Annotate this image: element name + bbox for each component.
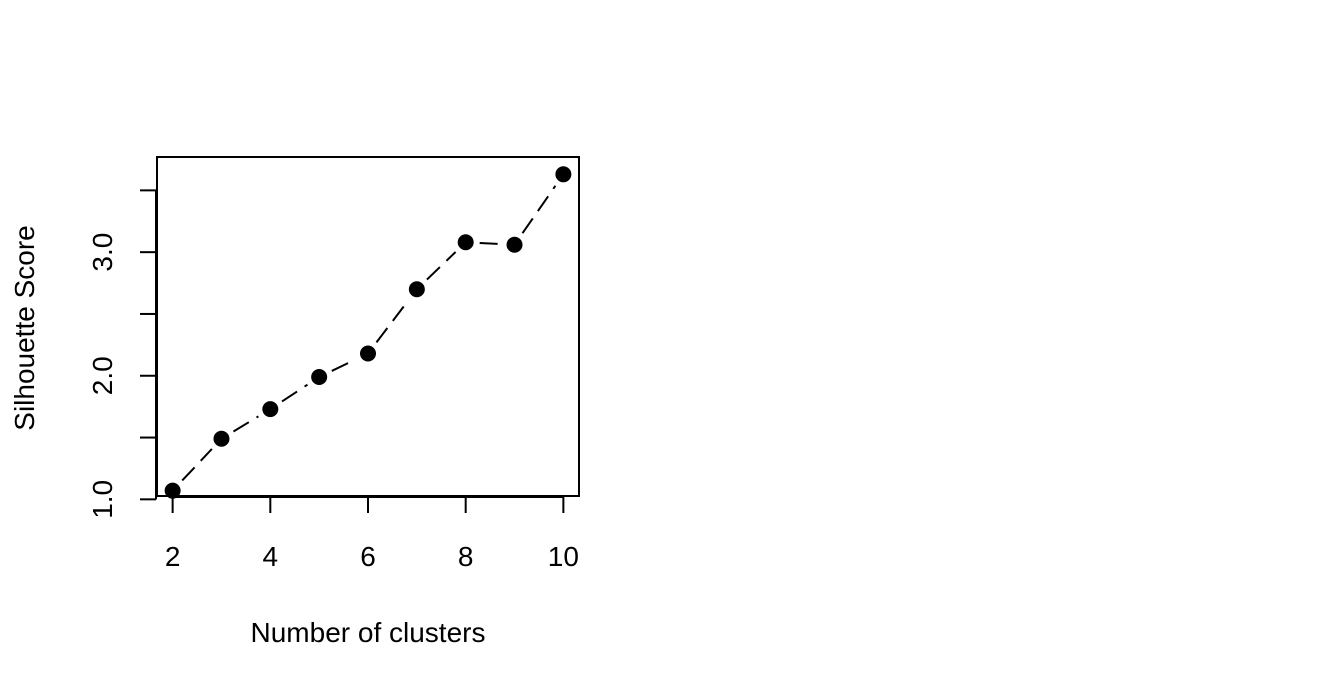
series-0-segment-3-4 — [232, 415, 259, 433]
series-0-segment-4-5 — [281, 383, 309, 403]
series-0-point-7 — [408, 281, 425, 298]
x-axis-title: Number of clusters — [251, 617, 486, 648]
series-0-point-6 — [360, 345, 376, 362]
series-0-point-4 — [262, 401, 279, 418]
series-0-point-8 — [457, 234, 474, 251]
series-0-segment-5-6 — [331, 358, 356, 372]
series-0-segment-8-9 — [479, 241, 501, 246]
labels-layer: Number of clusters Silhouette Score — [9, 225, 485, 648]
series-0-point-9 — [506, 236, 523, 253]
series-0-point-2 — [164, 482, 181, 499]
y-tick-label-1.0: 1.0 — [87, 480, 118, 519]
series-0-point-5 — [311, 368, 328, 385]
y-tick-label-3.0: 3.0 — [87, 233, 118, 272]
series-layer — [181, 185, 557, 482]
series-0-segment-9-10 — [521, 185, 557, 234]
series-0-point-10 — [555, 166, 572, 183]
y-tick-label-2.0: 2.0 — [87, 356, 118, 395]
x-tick-label-2: 2 — [165, 541, 181, 572]
series-0-segment-7-8 — [426, 251, 457, 281]
x-tick-label-6: 6 — [360, 541, 376, 572]
x-tick-label-8: 8 — [458, 541, 474, 572]
x-tick-label-10: 10 — [548, 541, 579, 572]
series-0-segment-2-3 — [181, 448, 213, 482]
points-layer — [164, 166, 572, 499]
series-0-segment-6-7 — [375, 299, 410, 343]
axes-layer: 2 4 6 8 10 1.0 2.0 3.0 — [87, 156, 580, 572]
x-tick-label-4: 4 — [263, 541, 279, 572]
series-0-point-3 — [213, 430, 230, 447]
y-axis-title: Silhouette Score — [9, 225, 40, 430]
